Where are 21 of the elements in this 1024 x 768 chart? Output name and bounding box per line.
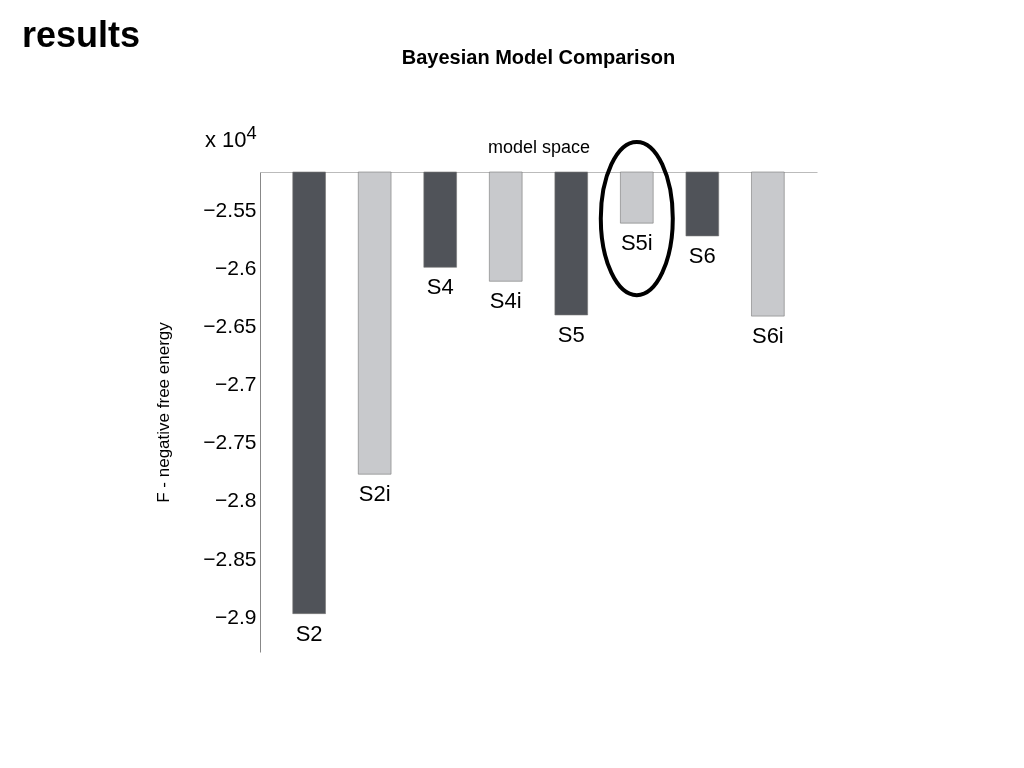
y-tick-label: −2.75	[203, 430, 257, 454]
y-axis-title: F - negative free energy	[154, 321, 174, 503]
y-tick-label: −2.7	[215, 372, 257, 396]
text: results	[22, 14, 141, 56]
x-tick-label: S2	[295, 620, 323, 646]
x-tick-label: S6	[688, 242, 716, 268]
y-tick-label: −2.55	[203, 197, 257, 221]
x-tick-label: S5i	[620, 230, 653, 256]
x-tick-label: S4i	[489, 288, 522, 314]
x-tick-label: S6i	[751, 323, 784, 349]
chart-title: Bayesian Model Comparison	[401, 46, 676, 68]
y-tick-label: −2.6	[215, 255, 257, 279]
x-tick-label: S2i	[358, 481, 391, 507]
y-tick-label: −2.85	[203, 546, 257, 570]
text: x 10$^{4}$	[205, 122, 257, 154]
x-tick-label: S4	[426, 274, 454, 300]
x-axis-title: model space	[487, 136, 591, 157]
y-tick-label: −2.9	[215, 604, 257, 628]
x-tick-label: S5	[557, 321, 585, 347]
y-tick-label: −2.65	[203, 314, 257, 338]
y-tick-label: −2.8	[215, 488, 257, 512]
